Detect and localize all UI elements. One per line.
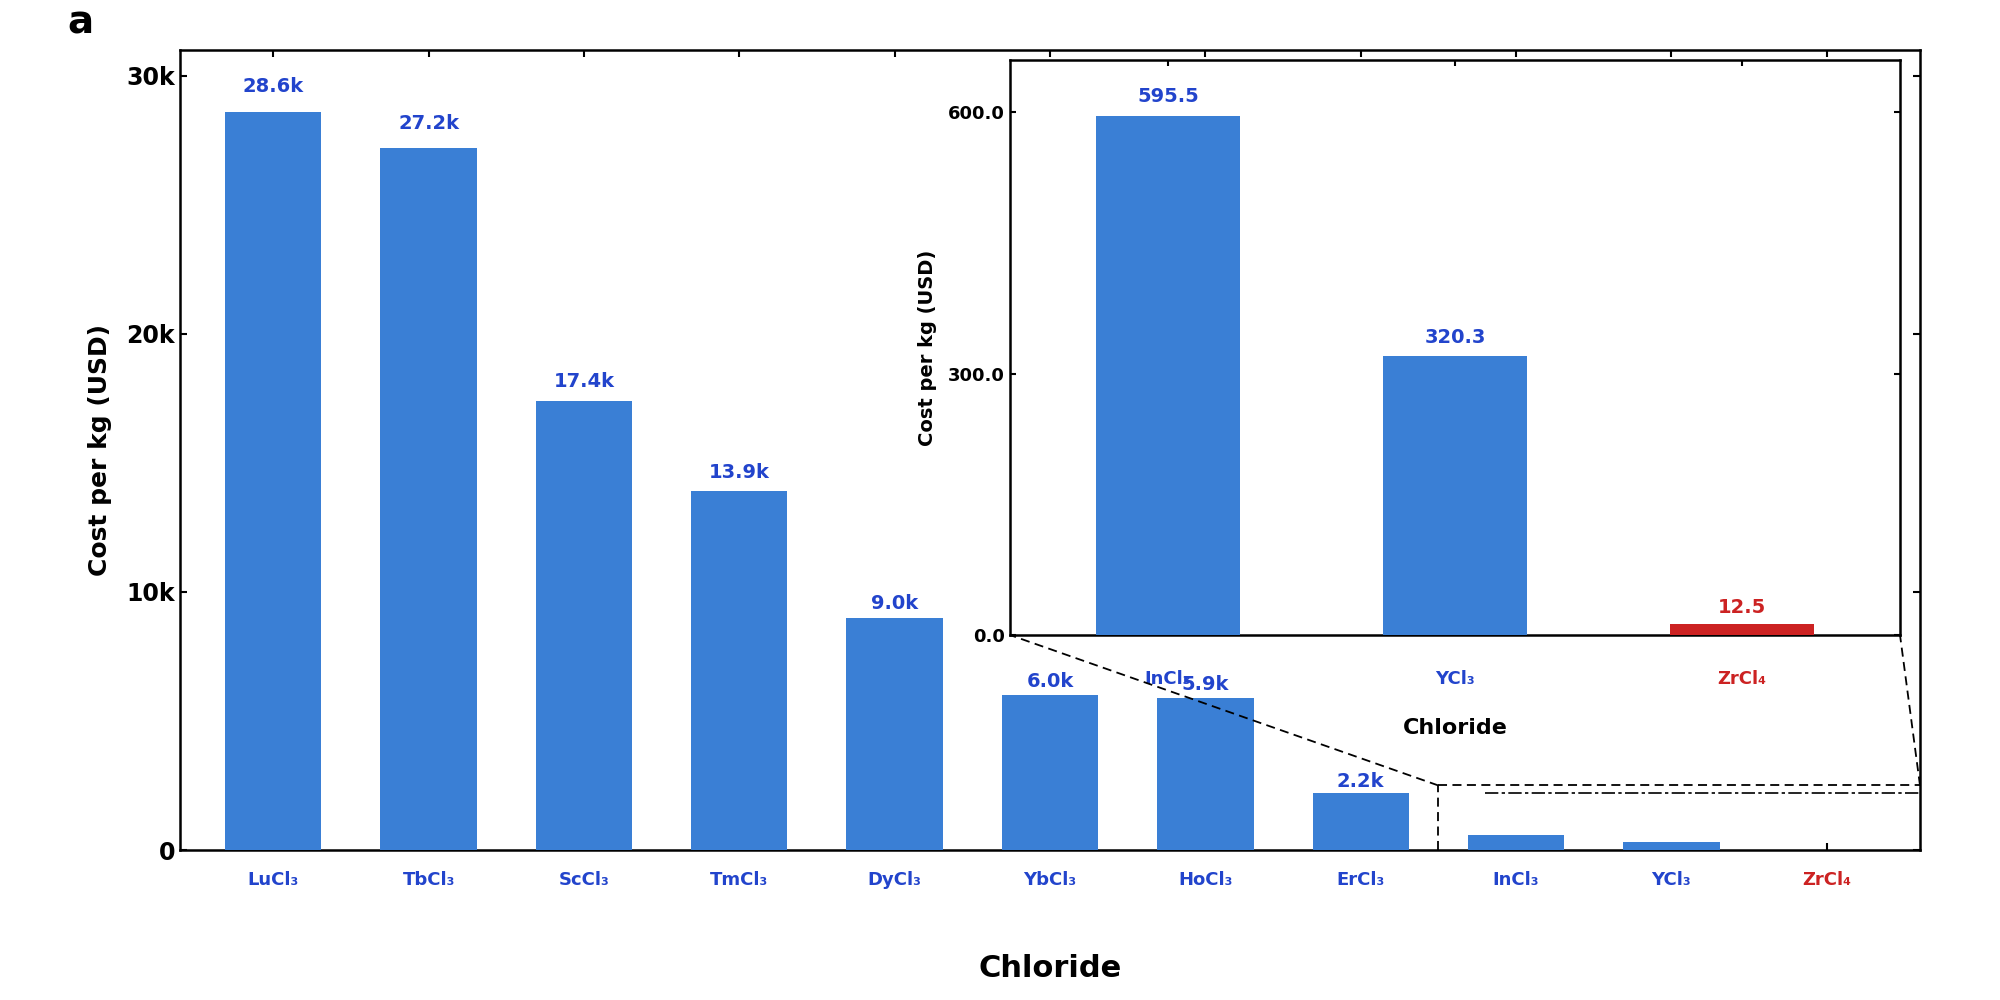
Text: TbCl₃: TbCl₃ (402, 871, 454, 889)
Text: ZrCl₄: ZrCl₄ (1718, 670, 1766, 688)
Text: InCl₃: InCl₃ (1144, 670, 1192, 688)
Bar (1002, 695, 1098, 850)
Y-axis label: Cost per kg (USD): Cost per kg (USD) (88, 324, 112, 576)
Bar (1158, 698, 1254, 850)
Text: 5.9k: 5.9k (1182, 675, 1230, 694)
Text: Chloride: Chloride (1402, 718, 1508, 738)
Text: 6.0k: 6.0k (1026, 672, 1074, 691)
Text: 320.3: 320.3 (1424, 328, 1486, 347)
Text: 17.4k: 17.4k (554, 372, 614, 391)
Bar (536, 401, 632, 850)
Text: ZrCl₄: ZrCl₄ (1802, 871, 1852, 889)
Text: 12.5: 12.5 (1718, 598, 1766, 617)
Text: 28.6k: 28.6k (242, 77, 304, 96)
Text: DyCl₃: DyCl₃ (868, 871, 922, 889)
Text: TmCl₃: TmCl₃ (710, 871, 768, 889)
Bar (1384, 356, 1526, 635)
Bar (1468, 835, 1564, 850)
Bar (1670, 624, 1814, 635)
Text: ErCl₃: ErCl₃ (1336, 871, 1384, 889)
Bar (380, 148, 476, 850)
Bar (1624, 842, 1720, 850)
Text: YCl₃: YCl₃ (1436, 670, 1474, 688)
Text: 27.2k: 27.2k (398, 114, 460, 133)
Text: ScCl₃: ScCl₃ (558, 871, 610, 889)
Text: LuCl₃: LuCl₃ (248, 871, 298, 889)
Bar (846, 618, 942, 850)
Text: HoCl₃: HoCl₃ (1178, 871, 1232, 889)
Text: 9.0k: 9.0k (872, 594, 918, 613)
Bar (1096, 116, 1240, 635)
Bar (226, 112, 322, 850)
Y-axis label: Cost per kg (USD): Cost per kg (USD) (918, 249, 938, 446)
Text: YbCl₃: YbCl₃ (1024, 871, 1076, 889)
Bar (692, 491, 788, 850)
Text: 2.2k: 2.2k (1336, 772, 1384, 791)
Text: 13.9k: 13.9k (708, 463, 770, 482)
Text: 595.5: 595.5 (1138, 87, 1198, 106)
Text: Chloride: Chloride (978, 954, 1122, 983)
Bar (1312, 793, 1408, 850)
Text: YCl₃: YCl₃ (1652, 871, 1692, 889)
Text: InCl₃: InCl₃ (1492, 871, 1540, 889)
Text: a: a (66, 4, 94, 42)
